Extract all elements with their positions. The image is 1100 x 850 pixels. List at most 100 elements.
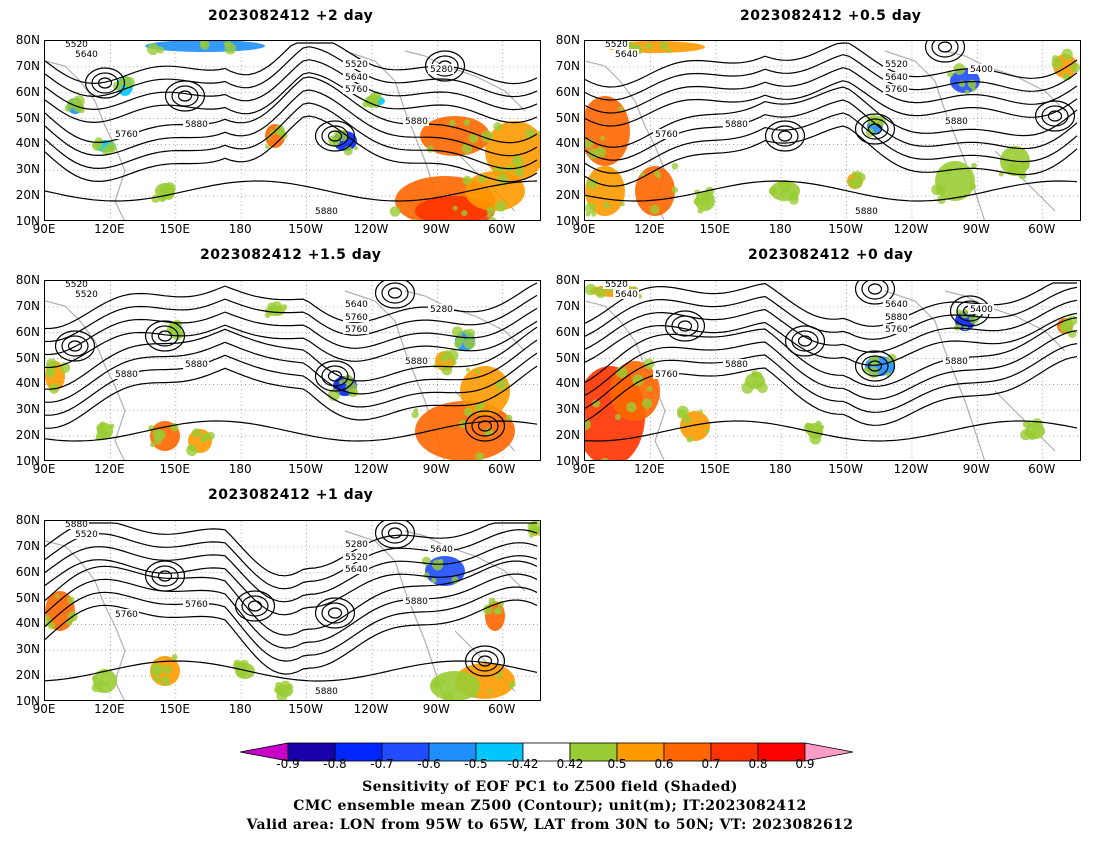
contour-label-bg: [428, 304, 454, 314]
contour-line: [45, 115, 538, 183]
shading-patch: [585, 166, 625, 216]
lat-label: 10N: [15, 694, 40, 708]
shading-speckle: [264, 312, 271, 318]
contour-label: 5640: [343, 299, 369, 310]
shading-speckle: [471, 691, 478, 698]
shading-patch: [415, 401, 515, 460]
lat-label: 20N: [15, 428, 40, 443]
lat-label: 60N: [15, 324, 40, 339]
contour-label-bg: [613, 49, 639, 59]
contour-label-text: 5640: [345, 565, 368, 575]
low-center-ring: [157, 330, 173, 342]
shading-speckle: [186, 444, 198, 457]
contour-label: 5760: [343, 324, 369, 335]
contour-label: 5760: [113, 129, 139, 140]
shading-speckle: [619, 201, 625, 207]
contour-label: 5520: [73, 529, 99, 540]
contour-label-bg: [343, 84, 369, 94]
lon-label: 120E: [94, 702, 125, 716]
shading-speckle: [171, 654, 178, 661]
caption-line-1: Sensitivity of EOF PC1 to Z500 field (Sh…: [362, 779, 738, 795]
contour-label-text: 5640: [430, 545, 453, 555]
contour-label-text: 5760: [345, 85, 368, 95]
shading-speckle: [700, 195, 711, 207]
shading-speckle: [275, 681, 282, 689]
shading-speckle: [751, 371, 757, 377]
z500-contours: [45, 281, 538, 442]
shading-speckle: [411, 411, 419, 419]
lon-label: 150W: [288, 702, 323, 716]
lat-label: 80N: [15, 273, 40, 287]
shading-speckle: [768, 187, 777, 196]
shading-speckle: [1065, 74, 1072, 81]
shading-patch: [430, 671, 480, 700]
shading-speckle: [160, 676, 171, 687]
shading-speckle: [682, 415, 692, 424]
shading-speckle: [586, 177, 598, 190]
shading-speckle: [345, 381, 357, 393]
contour-label-bg: [183, 119, 209, 129]
contour-line: [585, 299, 1078, 353]
contour-label-text: 5640: [75, 50, 98, 60]
contour-label-text: 5880: [405, 597, 428, 607]
shading-speckle: [944, 167, 953, 176]
contour-label-text: 5760: [655, 370, 678, 380]
contour-label-text: 5880: [115, 370, 138, 380]
contour-label-text: 5640: [615, 290, 638, 300]
lon-label: 120E: [94, 462, 125, 476]
lon-label: 150E: [699, 222, 731, 236]
contour-label-text: 5880: [405, 357, 428, 367]
contour-label-bg: [343, 299, 369, 309]
lat-label: 70N: [15, 58, 40, 73]
lon-label: 90W: [422, 222, 450, 236]
lon-label: 90E: [32, 462, 56, 476]
shading-speckle: [461, 210, 468, 217]
coastline-asia: [45, 300, 126, 460]
shading-speckle: [1052, 55, 1059, 62]
low-center-ring: [91, 72, 119, 94]
colorbar-tick-label: 0.9: [795, 757, 815, 771]
lat-label: 10N: [15, 214, 40, 228]
low-center-ring: [387, 287, 403, 299]
gridlines: [585, 41, 1080, 220]
lat-label: 80N: [555, 273, 580, 287]
shading-speckle: [463, 407, 473, 417]
contour-line: [585, 54, 1078, 101]
lat-label: 30N: [15, 402, 40, 417]
contour-label: 5640: [613, 49, 639, 60]
contour-label-bg: [343, 539, 369, 549]
lon-label: 90W: [962, 222, 990, 236]
lat-label: 30N: [555, 162, 580, 177]
contour-label-bg: [183, 359, 209, 369]
contour-line: [45, 46, 538, 98]
contour-line: [45, 365, 538, 429]
low-center-ring: [854, 350, 896, 382]
low-center-ring: [771, 125, 799, 147]
contour-label-bg: [343, 312, 369, 322]
contour-label-bg: [883, 299, 909, 309]
shading-patch: [635, 166, 675, 216]
contour-line: [585, 317, 1078, 387]
shading-speckle: [465, 367, 470, 372]
shading-speckle: [529, 533, 534, 538]
lat-label: 60N: [15, 84, 40, 99]
shading-speckle: [693, 198, 701, 205]
colorbar-tick-label: -0.7: [370, 757, 394, 771]
shading-speckle: [160, 196, 166, 202]
lon-label: 150E: [159, 462, 191, 476]
contour-line: [585, 312, 1078, 366]
low-center-ring: [764, 120, 806, 152]
lat-label: 10N: [555, 454, 580, 468]
contour-line: [45, 59, 538, 111]
lon-label: 150E: [159, 702, 191, 716]
contour-label-bg: [653, 369, 679, 379]
low-center-ring: [784, 325, 826, 357]
low-center-ring: [1047, 110, 1063, 122]
contour-label-bg: [968, 304, 994, 314]
lon-label: 60W: [1028, 462, 1056, 476]
shading-speckle: [96, 423, 106, 433]
contour-line: [585, 42, 1078, 88]
shading-speckle: [462, 175, 472, 185]
low-center-ring: [861, 118, 889, 140]
low-center-ring: [314, 120, 356, 152]
